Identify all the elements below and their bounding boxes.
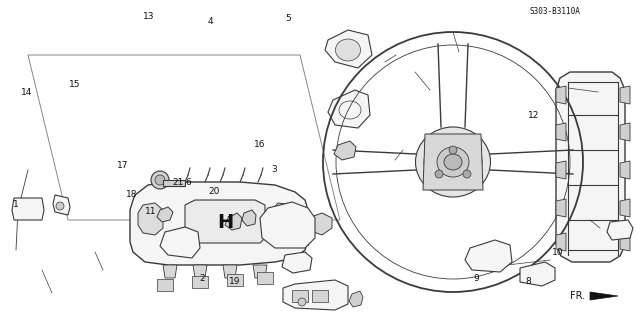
Polygon shape: [328, 90, 370, 128]
Polygon shape: [253, 265, 267, 278]
Polygon shape: [272, 203, 298, 235]
Text: 19: 19: [229, 277, 240, 286]
Text: 14: 14: [21, 88, 32, 97]
Ellipse shape: [415, 127, 490, 197]
Circle shape: [463, 170, 471, 178]
Bar: [312, 290, 328, 302]
Polygon shape: [556, 161, 566, 179]
Polygon shape: [150, 208, 180, 228]
Circle shape: [56, 202, 64, 210]
Text: FR.: FR.: [571, 291, 585, 301]
Polygon shape: [607, 220, 633, 240]
Text: 20: 20: [208, 188, 220, 196]
Polygon shape: [308, 213, 332, 235]
Ellipse shape: [444, 154, 462, 170]
Polygon shape: [242, 210, 256, 226]
Polygon shape: [163, 265, 177, 278]
Ellipse shape: [437, 147, 469, 177]
Polygon shape: [325, 30, 372, 68]
Ellipse shape: [336, 39, 361, 61]
Ellipse shape: [424, 135, 482, 189]
Circle shape: [155, 175, 165, 185]
Polygon shape: [520, 262, 555, 286]
Text: 16: 16: [254, 140, 265, 149]
Polygon shape: [227, 274, 243, 286]
Polygon shape: [140, 230, 170, 258]
Circle shape: [159, 213, 169, 223]
Text: 5: 5: [285, 14, 291, 23]
Polygon shape: [160, 227, 200, 258]
Polygon shape: [620, 86, 630, 104]
Polygon shape: [185, 200, 265, 243]
Circle shape: [449, 146, 457, 154]
Polygon shape: [556, 86, 566, 104]
Polygon shape: [556, 72, 625, 262]
Polygon shape: [192, 276, 208, 288]
Text: 9: 9: [473, 274, 480, 283]
Polygon shape: [465, 240, 512, 272]
Circle shape: [435, 170, 443, 178]
Polygon shape: [157, 207, 173, 222]
Polygon shape: [620, 161, 630, 179]
Text: 15: 15: [69, 80, 80, 89]
Polygon shape: [349, 291, 363, 307]
Text: 10: 10: [552, 248, 563, 257]
Polygon shape: [620, 233, 630, 251]
Polygon shape: [620, 123, 630, 141]
Polygon shape: [193, 265, 207, 278]
Text: 11: 11: [145, 207, 157, 216]
Text: 12: 12: [528, 111, 540, 120]
Polygon shape: [53, 195, 70, 215]
Polygon shape: [282, 252, 312, 273]
Polygon shape: [556, 199, 566, 217]
Bar: [292, 290, 308, 302]
Polygon shape: [620, 199, 630, 217]
Polygon shape: [423, 134, 483, 190]
Polygon shape: [257, 272, 273, 284]
Text: 18: 18: [126, 190, 138, 199]
Text: S303-B3110A: S303-B3110A: [529, 7, 580, 17]
Text: 6: 6: [185, 178, 192, 187]
Polygon shape: [283, 280, 348, 310]
Polygon shape: [223, 265, 237, 278]
Text: 13: 13: [143, 12, 154, 21]
Text: 7: 7: [226, 216, 233, 225]
Bar: [163, 180, 185, 186]
Polygon shape: [157, 279, 173, 291]
Polygon shape: [334, 141, 356, 160]
Polygon shape: [260, 202, 315, 248]
Text: 17: 17: [117, 161, 128, 170]
Polygon shape: [556, 123, 566, 141]
Text: 4: 4: [208, 17, 213, 26]
Polygon shape: [590, 292, 618, 300]
Polygon shape: [556, 233, 566, 251]
Circle shape: [151, 171, 169, 189]
Circle shape: [298, 298, 306, 306]
Text: 2: 2: [200, 274, 205, 283]
Polygon shape: [130, 182, 308, 265]
Polygon shape: [12, 198, 44, 220]
Text: 1: 1: [13, 200, 19, 209]
Polygon shape: [138, 203, 163, 235]
Polygon shape: [225, 213, 242, 230]
Text: 8: 8: [526, 277, 532, 286]
Text: 3: 3: [271, 165, 277, 174]
Text: 21: 21: [172, 178, 183, 187]
Text: H: H: [217, 212, 233, 231]
